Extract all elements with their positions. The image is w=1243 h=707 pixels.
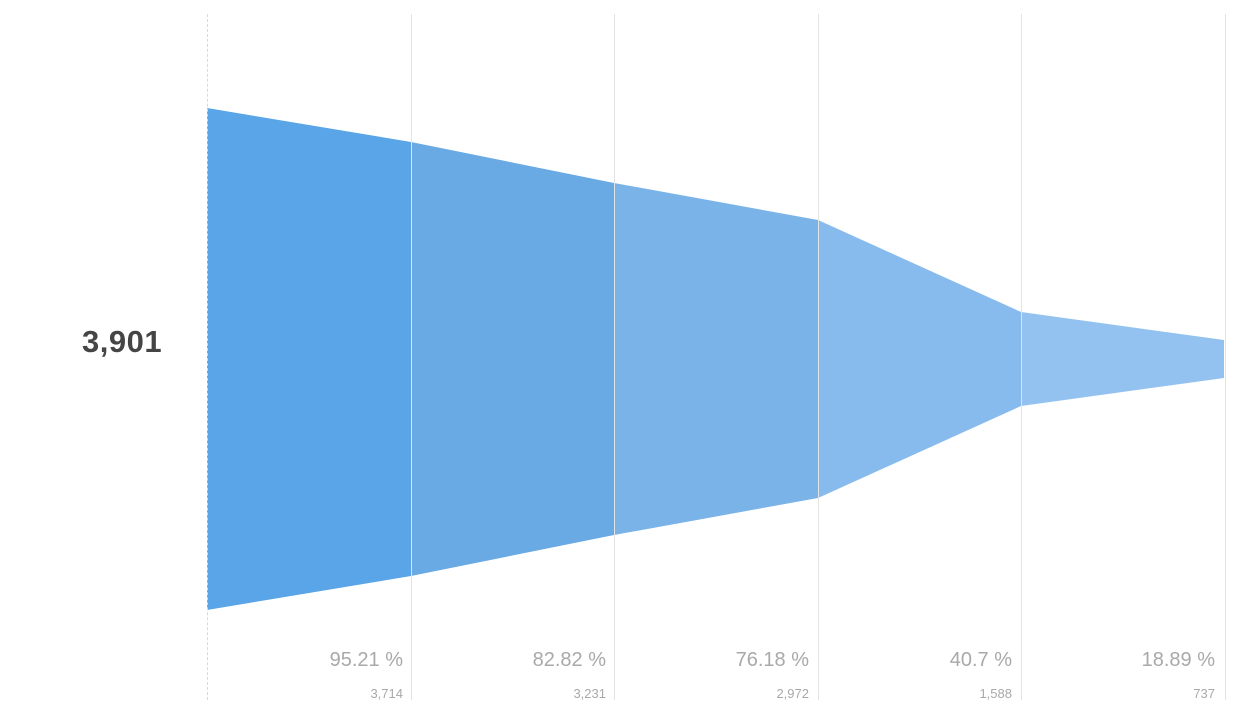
funnel-segment-3 — [614, 183, 818, 535]
stage-1-count: 3,714 — [370, 686, 403, 701]
grid-line-start — [207, 14, 208, 700]
funnel-segment-1 — [207, 108, 411, 610]
stage-3-count: 2,972 — [776, 686, 809, 701]
grid-line-stage-2 — [614, 14, 615, 700]
grid-line-stage-1 — [411, 14, 412, 700]
stage-5-percent: 18.89 % — [1141, 649, 1215, 671]
grid-line-stage-4 — [1021, 14, 1022, 700]
stage-3-percent: 76.18 % — [735, 649, 809, 671]
funnel-segment-2 — [411, 142, 614, 576]
stage-4-percent: 40.7 % — [949, 649, 1012, 671]
stage-4-count: 1,588 — [979, 686, 1012, 701]
funnel-start-value: 3,901 — [82, 324, 163, 359]
funnel-segment-5 — [1021, 312, 1224, 406]
funnel-segment-4 — [818, 220, 1021, 498]
stage-1-percent: 95.21 % — [329, 649, 403, 671]
grid-line-stage-3 — [818, 14, 819, 700]
grid-line-stage-5 — [1225, 14, 1226, 700]
stage-2-count: 3,231 — [573, 686, 606, 701]
stage-5-count: 737 — [1193, 686, 1215, 701]
stage-2-percent: 82.82 % — [532, 649, 606, 671]
